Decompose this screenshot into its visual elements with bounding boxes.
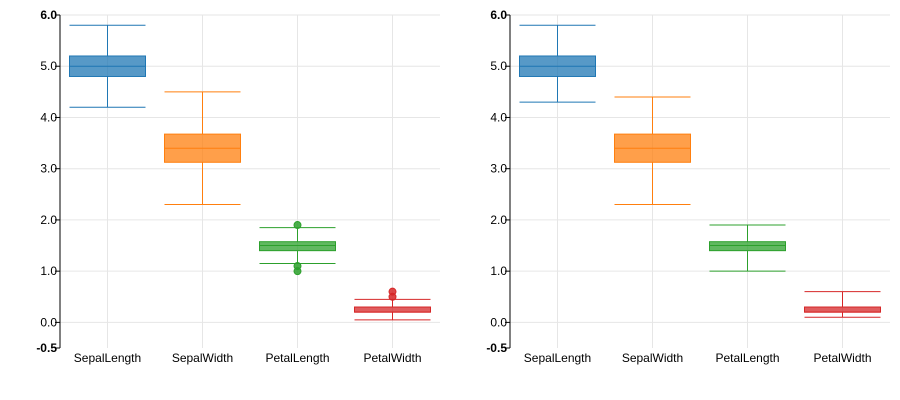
outlier-point — [293, 221, 302, 230]
y-tick-label: 1.0 — [490, 264, 507, 278]
y-tick-label: 5.0 — [490, 59, 507, 73]
box-SepalWidth — [614, 96, 691, 206]
y-tick-label: 4.0 — [40, 110, 57, 124]
x-tick-label: PetalWidth — [363, 351, 421, 365]
boxplot-panel-2: 6.0 5.0 4.0 3.0 2.0 1.0 0.0 -0.5 SepalLength Sepa… — [486, 8, 890, 365]
y-tick-label: -0.5 — [486, 341, 507, 355]
box-iqr — [354, 306, 431, 313]
y-tick-label: 1.0 — [40, 264, 57, 278]
box-PetalLength — [259, 221, 336, 276]
y-tick-label: 6.0 — [490, 8, 507, 22]
outlier-point — [293, 262, 302, 271]
box-PetalWidth — [354, 287, 431, 321]
y-tick-label: 0.0 — [490, 315, 507, 329]
y-tick-label: 3.0 — [40, 162, 57, 176]
box-PetalWidth — [804, 291, 881, 318]
box-SepalWidth — [164, 91, 241, 206]
x-tick-label: SepalWidth — [172, 351, 233, 365]
box-iqr — [804, 306, 881, 313]
y-axis: 6.0 5.0 4.0 3.0 2.0 1.0 0.0 -0.5 — [36, 8, 61, 355]
x-tick-label: PetalLength — [265, 351, 329, 365]
y-tick-label: 2.0 — [490, 213, 507, 227]
boxplot-panel-1: 6.0 5.0 4.0 3.0 2.0 1.0 0.0 -0.5 SepalLength Sepa… — [36, 8, 440, 365]
y-axis: 6.0 5.0 4.0 3.0 2.0 1.0 0.0 -0.5 — [486, 8, 511, 355]
y-tick-label: 2.0 — [40, 213, 57, 227]
box-SepalLength — [519, 24, 596, 103]
outlier-point — [388, 287, 397, 296]
x-tick-label: PetalWidth — [813, 351, 871, 365]
y-tick-label: 4.0 — [490, 110, 507, 124]
box-PetalLength — [709, 224, 786, 272]
y-tick-label: -0.5 — [36, 341, 57, 355]
y-tick-label: 3.0 — [490, 162, 507, 176]
y-tick-label: 6.0 — [40, 8, 57, 22]
y-tick-label: 5.0 — [40, 59, 57, 73]
box-iqr — [709, 241, 786, 252]
x-tick-label: SepalLength — [524, 351, 591, 365]
box-iqr — [259, 241, 336, 252]
x-tick-label: SepalLength — [74, 351, 141, 365]
x-tick-label: PetalLength — [715, 351, 779, 365]
x-tick-label: SepalWidth — [622, 351, 683, 365]
box-SepalLength — [69, 24, 146, 108]
y-tick-label: 0.0 — [40, 315, 57, 329]
